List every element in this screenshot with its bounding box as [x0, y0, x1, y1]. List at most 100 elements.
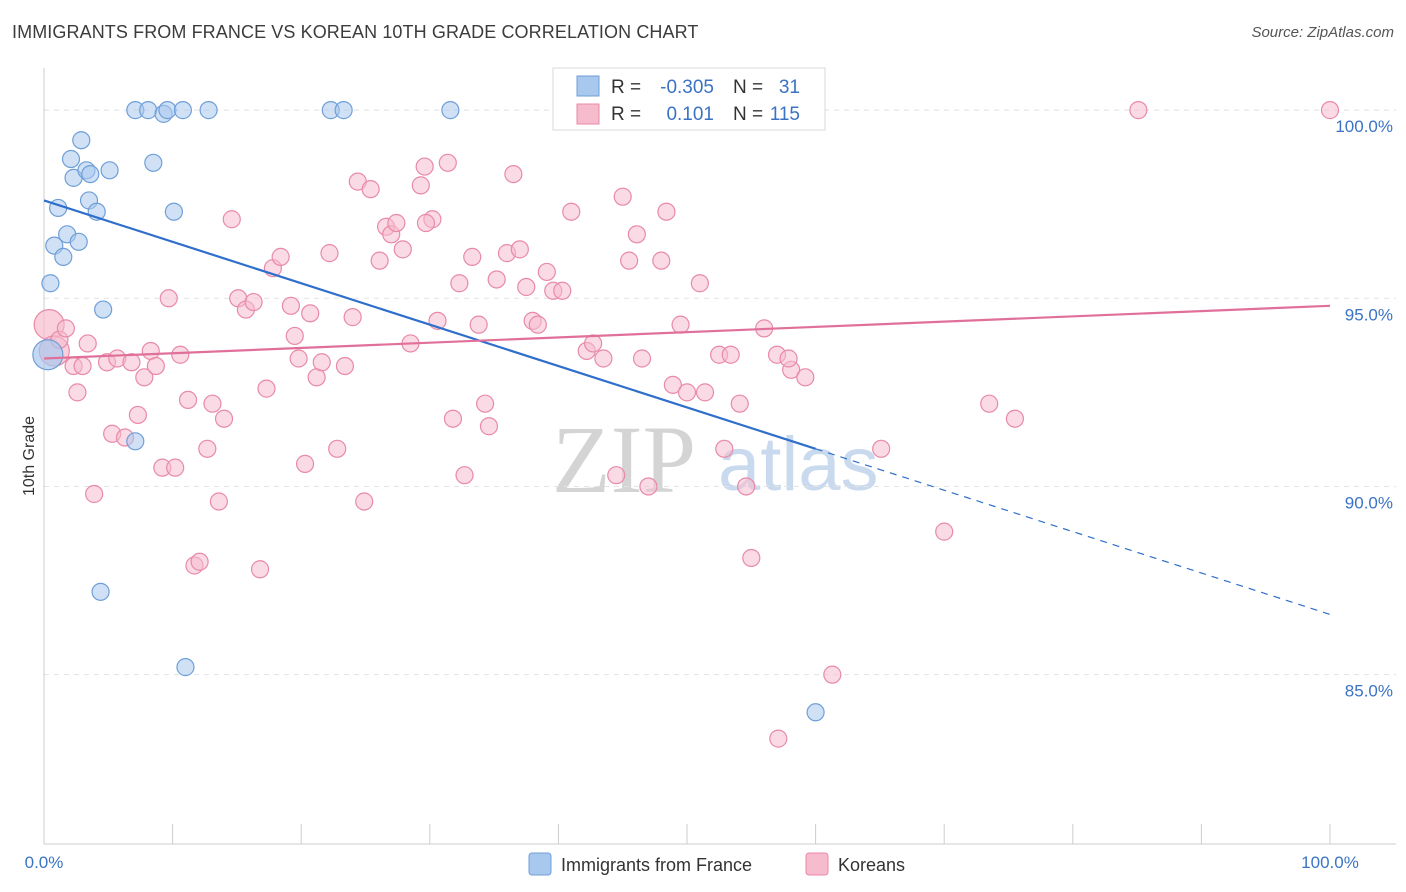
koreans-point [135, 368, 154, 387]
france-point [32, 339, 64, 371]
koreans-point [222, 210, 241, 229]
koreans-point [742, 548, 761, 568]
france-point [334, 101, 353, 120]
legend-r-value-koreans: 0.101 [666, 104, 714, 125]
france-point [91, 582, 110, 601]
legend-n-label-france: N = [733, 77, 763, 98]
koreans-point [823, 665, 842, 684]
koreans-point [361, 180, 380, 199]
koreans-point [166, 458, 185, 477]
koreans-point [721, 345, 740, 364]
koreans-point [146, 356, 165, 376]
trend-lines [43, 199, 1331, 615]
france-point [54, 247, 73, 266]
koreans-point [415, 157, 434, 176]
koreans-point [796, 368, 815, 387]
y-tick-label-85: 85.0% [1345, 682, 1393, 701]
koreans-point [343, 308, 362, 327]
bottom-legend-swatch-koreans [805, 852, 829, 876]
koreans-point [128, 405, 147, 425]
legend-r-value-france: -0.305 [660, 77, 714, 98]
koreans-point [387, 213, 406, 233]
koreans-point [695, 383, 715, 402]
trend-line-france [43, 199, 816, 450]
france-point [173, 101, 192, 120]
koreans-point [769, 729, 788, 748]
koreans-point [281, 296, 301, 315]
x-tick-label-max: 100.0% [1301, 853, 1359, 872]
france-point [69, 232, 88, 251]
x-tick-label-min: 0.0% [25, 853, 64, 872]
france-point [100, 161, 119, 180]
koreans-point [198, 439, 217, 458]
koreans-point [517, 277, 536, 297]
watermark-zip: ZIP [552, 406, 696, 513]
koreans-point [980, 394, 999, 413]
france-point [176, 658, 195, 677]
koreans-point [214, 409, 234, 428]
koreans-point [562, 202, 581, 221]
koreans-point [627, 225, 646, 244]
legend-n-label-koreans: N = [733, 104, 763, 125]
stats-legend: R = -0.305 N = 31 R = 0.101 N = 115 [552, 67, 826, 131]
france-point [72, 131, 91, 150]
koreans-point [620, 251, 639, 270]
koreans-point [607, 466, 626, 485]
koreans-point [737, 477, 756, 496]
koreans-point [171, 345, 190, 364]
koreans-point [312, 353, 331, 372]
bottom-legend-swatch-france [528, 852, 552, 876]
koreans-point [1005, 409, 1025, 428]
koreans-point [469, 315, 488, 334]
y-tick-label-90: 90.0% [1345, 493, 1393, 512]
koreans-point [663, 375, 682, 394]
koreans-point [553, 281, 572, 300]
koreans-point [450, 274, 469, 293]
koreans-point [730, 394, 749, 413]
koreans-point [487, 270, 506, 289]
france-point [806, 703, 825, 722]
legend-swatch-france [576, 75, 600, 97]
koreans-point [677, 383, 697, 402]
france-point [94, 300, 113, 319]
koreans-point [335, 356, 355, 376]
koreans-point [295, 454, 315, 473]
legend-r-label-koreans: R = [611, 104, 641, 125]
koreans-point [463, 247, 482, 266]
koreans-point [370, 251, 389, 270]
bottom-legend-label-koreans: Koreans [838, 855, 905, 875]
koreans-point [475, 394, 495, 413]
koreans-point [159, 289, 178, 308]
koreans-point [320, 244, 339, 263]
france-point [164, 202, 183, 221]
koreans-point [657, 202, 676, 221]
france-point [41, 274, 60, 293]
koreans-point [584, 334, 603, 353]
series-france-points [32, 101, 825, 722]
koreans-point [141, 341, 160, 361]
koreans-point [671, 315, 690, 334]
koreans-point [690, 274, 709, 293]
france-point [126, 432, 145, 451]
koreans-point [652, 251, 671, 270]
koreans-point [73, 356, 92, 376]
france-point [81, 164, 100, 184]
france-point [61, 149, 81, 169]
series-legend: Immigrants from France Koreans [528, 852, 905, 876]
koreans-point [715, 439, 734, 458]
koreans-point [504, 164, 523, 184]
koreans-point [443, 409, 463, 428]
y-tick-label-100: 100.0% [1335, 117, 1393, 136]
y-axis-tick-labels: 85.0% 90.0% 95.0% 100.0% [1335, 117, 1393, 701]
koreans-point [510, 240, 529, 259]
gridlines [44, 109, 1396, 676]
legend-n-value-france: 31 [779, 77, 800, 98]
koreans-point [122, 353, 141, 372]
koreans-point [271, 247, 290, 266]
koreans-point [190, 552, 209, 571]
france-point [158, 101, 177, 120]
y-tick-label-95: 95.0% [1345, 305, 1393, 324]
koreans-point [1129, 101, 1148, 120]
source-credit: Source: ZipAtlas.com [1251, 24, 1394, 41]
